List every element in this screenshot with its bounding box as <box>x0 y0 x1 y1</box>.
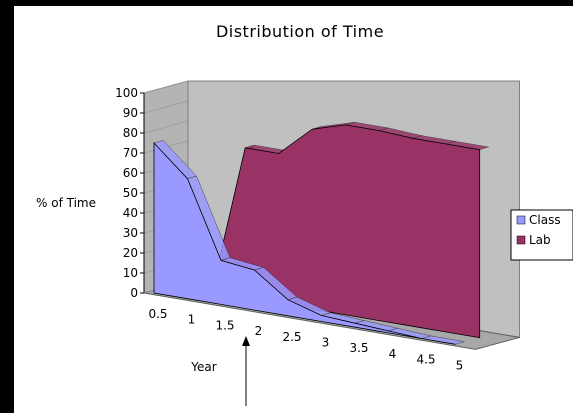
y-tick-label: 10 <box>123 266 138 280</box>
y-tick-label: 40 <box>123 206 138 220</box>
chart-svg: Distribution of Time % of Time Year 0 10 2… <box>36 22 573 406</box>
series-class <box>153 140 465 345</box>
year-arrow-annotation <box>242 336 250 406</box>
gridline <box>143 80 189 94</box>
legend-swatch-lab <box>516 235 526 245</box>
x-tick-label: 0.5 <box>148 307 167 321</box>
series-class-area <box>153 141 456 345</box>
legend-label-class: Class <box>529 213 561 227</box>
x-tick-label: 2.5 <box>282 330 301 344</box>
chart-panel: Distribution of Time % of Time Year 0 10 2… <box>14 6 573 413</box>
y-tick-label: 70 <box>123 146 138 160</box>
x-axis-label: Year <box>190 360 216 374</box>
x-tick-label: 1.5 <box>215 318 234 332</box>
y-axis-ticks: 0 10 20 30 40 50 60 70 80 90 100 <box>115 86 145 300</box>
chart-title: Distribution of Time <box>216 22 384 41</box>
x-tick-label: 3.5 <box>349 341 368 355</box>
gridline <box>143 120 189 134</box>
x-axis-ticks: 0.5 1 1.5 2 2.5 3 3.5 4 4.5 5 <box>148 307 463 372</box>
gridline <box>143 100 189 114</box>
y-tick-label: 100 <box>115 86 138 100</box>
x-tick-label: 5 <box>456 358 464 372</box>
y-tick-label: 80 <box>123 126 138 140</box>
y-axis-label: % of Time <box>36 196 96 210</box>
x-tick-label: 3 <box>322 335 330 349</box>
legend: Class Lab <box>510 209 573 261</box>
y-tick-label: 0 <box>130 286 138 300</box>
legend-swatch-class <box>516 215 526 225</box>
y-tick-label: 20 <box>123 246 138 260</box>
y-tick-label: 50 <box>123 186 138 200</box>
y-tick-label: 60 <box>123 166 138 180</box>
x-tick-label: 4.5 <box>416 353 435 367</box>
x-tick-label: 2 <box>255 324 263 338</box>
x-tick-label: 4 <box>389 347 397 361</box>
arrow-head <box>242 336 250 346</box>
x-tick-label: 1 <box>188 313 196 327</box>
y-tick-label: 30 <box>123 226 138 240</box>
legend-label-lab: Lab <box>529 233 551 247</box>
series-layer <box>153 121 489 345</box>
y-tick-label: 90 <box>123 106 138 120</box>
